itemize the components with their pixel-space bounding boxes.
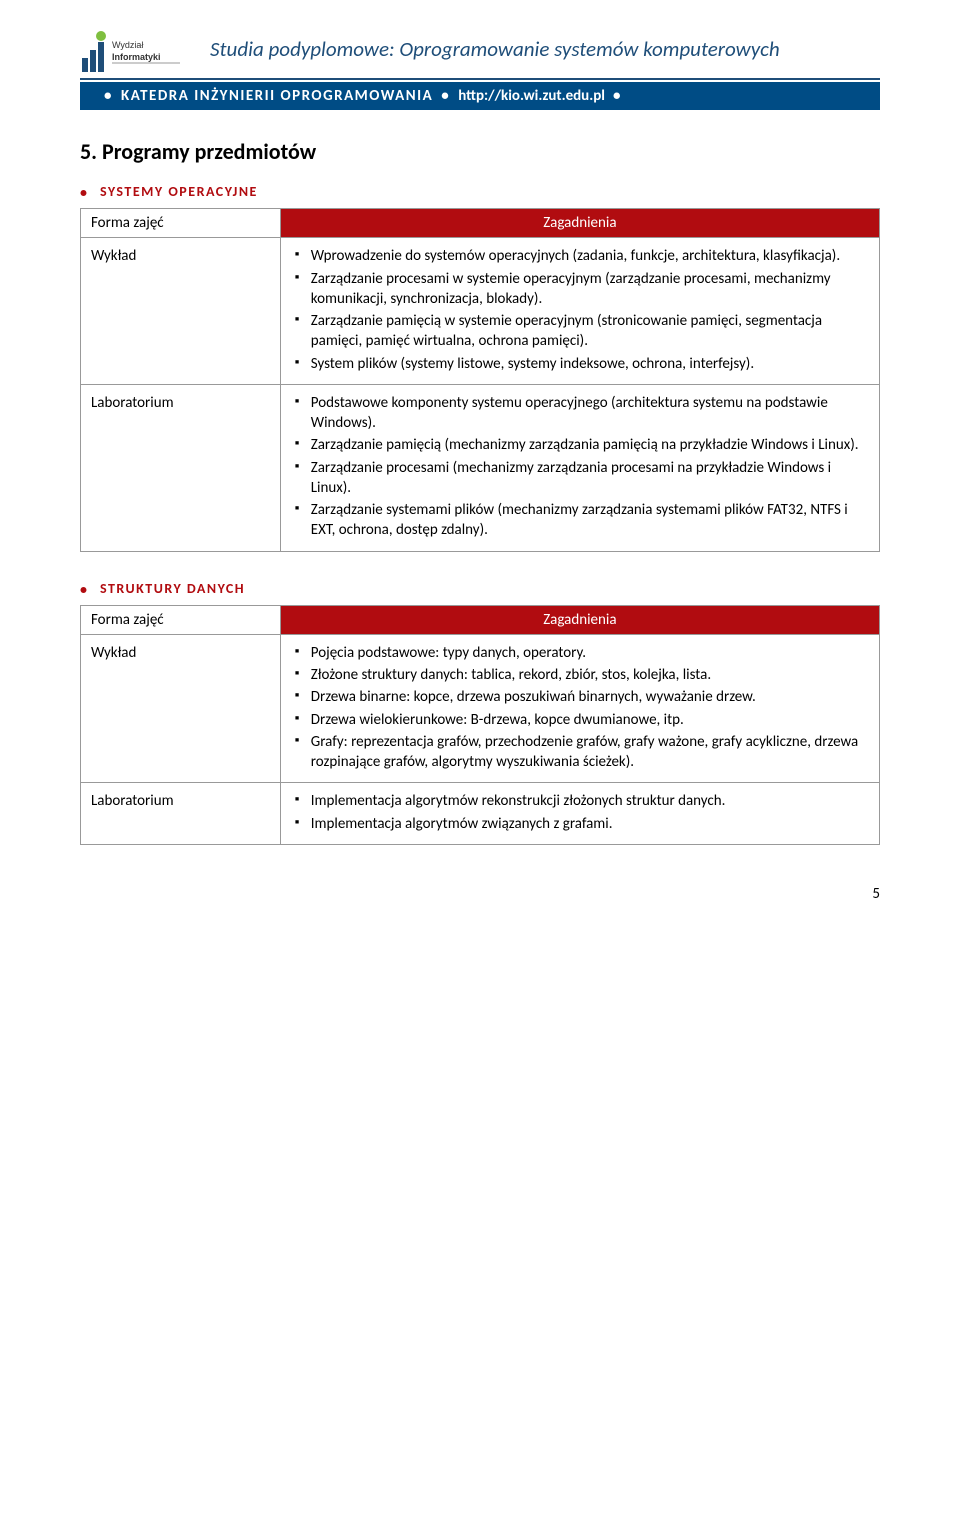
list-item: Zarządzanie procesami (mechanizmy zarząd… <box>291 458 869 499</box>
row-items-cell: Wprowadzenie do systemów operacyjnych (z… <box>280 238 879 385</box>
subsection-heading-row: •SYSTEMY OPERACYJNE <box>80 183 880 208</box>
col-header-zagadnienia: Zagadnienia <box>280 209 879 238</box>
bullet-icon: • <box>104 87 113 105</box>
row-items-cell: Podstawowe komponenty systemu operacyjne… <box>280 384 879 551</box>
subsection-heading-row: •STRUKTURY DANYCH <box>80 580 880 605</box>
section-title: 5. Programy przedmiotów <box>80 138 880 165</box>
svg-text:Informatyki: Informatyki <box>112 52 161 62</box>
list-item: Pojęcia podstawowe: typy danych, operato… <box>291 643 869 663</box>
subsection-heading: SYSTEMY OPERACYJNE <box>100 183 258 200</box>
list-item: Zarządzanie pamięcią w systemie operacyj… <box>291 311 869 352</box>
svg-text:Wydział: Wydział <box>112 40 143 50</box>
col-header-forma: Forma zajęć <box>81 209 281 238</box>
list-item: Implementacja algorytmów rekonstrukcji z… <box>291 791 869 811</box>
bullet-icon: • <box>80 580 100 598</box>
list-item: Drzewa wielokierunkowe: B-drzewa, kopce … <box>291 710 869 730</box>
list-item: Podstawowe komponenty systemu operacyjne… <box>291 393 869 434</box>
row-label: Laboratorium <box>81 384 281 551</box>
list-item: Wprowadzenie do systemów operacyjnych (z… <box>291 246 869 266</box>
header-rule <box>80 78 880 80</box>
list-item: Zarządzanie procesami w systemie operacy… <box>291 269 869 310</box>
table-row: LaboratoriumPodstawowe komponenty system… <box>81 384 880 551</box>
subsection-heading: STRUKTURY DANYCH <box>100 580 245 597</box>
page-header: Wydział Informatyki Studia podyplomowe: … <box>80 30 880 74</box>
banner-dept: KATEDRA INŻYNIERII OPROGRAMOWANIA <box>121 87 433 105</box>
row-label: Wykład <box>81 238 281 385</box>
content-table: Forma zajęćZagadnieniaWykład Wprowadzenie… <box>80 208 880 552</box>
header-title: Studia podyplomowe: Oprogramowanie syste… <box>190 30 880 62</box>
row-label: Laboratorium <box>81 783 281 845</box>
list-item: Drzewa binarne: kopce, drzewa poszukiwań… <box>291 687 869 707</box>
bullet-icon: • <box>80 183 100 201</box>
content-table: Forma zajęćZagadnieniaWykład Pojęcia pods… <box>80 605 880 845</box>
banner-url: http://kio.wi.zut.edu.pl <box>458 87 605 105</box>
page-number: 5 <box>80 885 880 903</box>
row-items-cell: Implementacja algorytmów rekonstrukcji z… <box>280 783 879 845</box>
bullet-icon: • <box>441 87 450 105</box>
table-row: Wykład Wprowadzenie do systemów operacyjn… <box>81 238 880 385</box>
list-item: Implementacja algorytmów związanych z gr… <box>291 814 869 834</box>
list-item: Zarządzanie pamięcią (mechanizmy zarządz… <box>291 435 869 455</box>
faculty-logo: Wydział Informatyki <box>80 30 190 74</box>
row-label: Wykład <box>81 634 281 783</box>
list-item: System plików (systemy listowe, systemy … <box>291 354 869 374</box>
bullet-icon: • <box>613 87 622 105</box>
dept-banner: • KATEDRA INŻYNIERII OPROGRAMOWANIA • ht… <box>80 82 880 110</box>
table-row: Laboratorium Implementacja algorytmów rek… <box>81 783 880 845</box>
col-header-zagadnienia: Zagadnienia <box>280 605 879 634</box>
list-item: Złożone struktury danych: tablica, rekor… <box>291 665 869 685</box>
col-header-forma: Forma zajęć <box>81 605 281 634</box>
table-row: Wykład Pojęcia podstawowe: typy danych, o… <box>81 634 880 783</box>
row-items-cell: Pojęcia podstawowe: typy danych, operato… <box>280 634 879 783</box>
list-item: Grafy: reprezentacja grafów, przechodzen… <box>291 732 869 773</box>
list-item: Zarządzanie systemami plików (mechanizmy… <box>291 500 869 541</box>
